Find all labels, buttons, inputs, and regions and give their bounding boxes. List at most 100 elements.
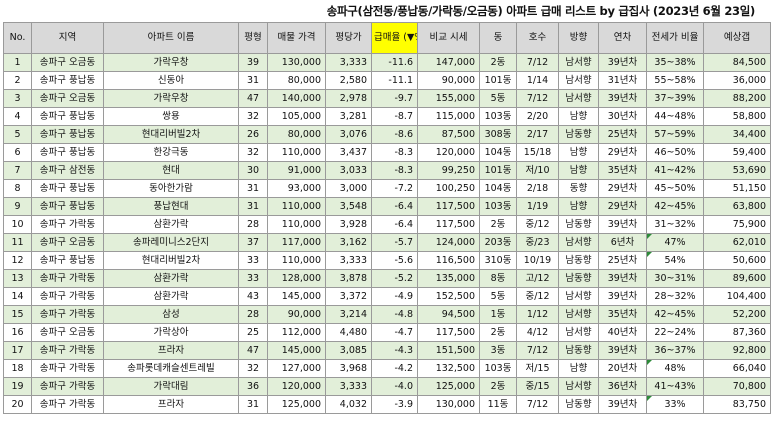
header-region: 지역	[31, 22, 104, 54]
header-direction: 방향	[558, 22, 599, 54]
cell-no: 20	[3, 395, 32, 414]
cell-apt-name: 신동아	[103, 71, 239, 90]
cell-expected-gap: 87,360	[703, 323, 771, 342]
cell-unit: 1/14	[516, 71, 559, 90]
cell-price-per-pyeong: 3,281	[325, 107, 372, 126]
table-row: 15 송파구 가락동 삼성 28 90,000 3,214 -4.8 94,500 1동 1/12…	[3, 305, 771, 324]
cell-building: 103동	[479, 359, 517, 378]
header-price: 매물 가격	[267, 22, 326, 54]
cell-unit: 저/10	[516, 161, 559, 180]
cell-discount-rate: -5.6	[371, 251, 418, 270]
cell-apt-name: 쌍용	[103, 107, 239, 126]
cell-price: 90,000	[267, 305, 326, 324]
table-row: 19 송파구 가락동 가락대림 36 120,000 3,333 -4.0 125,000 2동…	[3, 377, 771, 396]
table-row: 5 송파구 풍납동 현대리버빌2차 26 80,000 3,076 -8.6 87,500 30…	[3, 125, 771, 144]
cell-unit: 15/18	[516, 143, 559, 162]
cell-price-per-pyeong: 3,162	[325, 233, 372, 252]
cell-jeonse-ratio: 47%	[646, 233, 704, 252]
cell-apt-name: 삼환가락	[103, 269, 239, 288]
cell-compare-price: 120,000	[417, 143, 480, 162]
cell-building: 8동	[479, 269, 517, 288]
cell-jeonse-ratio: 33%	[646, 395, 704, 414]
cell-expected-gap: 88,200	[703, 89, 771, 108]
cell-price: 80,000	[267, 71, 326, 90]
cell-expected-gap: 62,010	[703, 233, 771, 252]
cell-apt-name: 현대	[103, 161, 239, 180]
cell-pyeong: 37	[238, 233, 268, 252]
cell-jeonse-ratio: 54%	[646, 251, 704, 270]
table-row: 6 송파구 풍납동 한강극동 32 110,000 3,437 -8.3 120,000 104…	[3, 143, 771, 162]
cell-apt-name: 송파레미니스2단지	[103, 233, 239, 252]
cell-unit: 2/20	[516, 107, 559, 126]
cell-compare-price: 117,500	[417, 323, 480, 342]
cell-unit: 10/19	[516, 251, 559, 270]
cell-no: 18	[3, 359, 32, 378]
cell-unit: 중/15	[516, 377, 559, 396]
cell-region: 송파구 오금동	[31, 53, 104, 72]
cell-apt-name: 삼환가락	[103, 287, 239, 306]
cell-jeonse-ratio: 42~45%	[646, 197, 704, 216]
cell-age: 6년차	[598, 233, 647, 252]
cell-pyeong: 31	[238, 179, 268, 198]
cell-jeonse-ratio: 41~42%	[646, 161, 704, 180]
cell-unit: 중/12	[516, 287, 559, 306]
cell-price-per-pyeong: 3,076	[325, 125, 372, 144]
cell-unit: 중/12	[516, 215, 559, 234]
cell-expected-gap: 83,750	[703, 395, 771, 414]
cell-region: 송파구 가락동	[31, 377, 104, 396]
cell-no: 14	[3, 287, 32, 306]
cell-apt-name: 풍납현대	[103, 197, 239, 216]
header-price-per-pyeong: 평당가	[325, 22, 372, 54]
cell-age: 29년차	[598, 179, 647, 198]
cell-direction: 남향	[558, 143, 599, 162]
cell-region: 송파구 풍납동	[31, 251, 104, 270]
cell-building: 3동	[479, 341, 517, 360]
cell-age: 35년차	[598, 161, 647, 180]
cell-compare-price: 100,250	[417, 179, 480, 198]
cell-unit: 7/12	[516, 89, 559, 108]
cell-region: 송파구 가락동	[31, 359, 104, 378]
cell-age: 31년차	[598, 71, 647, 90]
cell-building: 310동	[479, 251, 517, 270]
cell-apt-name: 프라자	[103, 395, 239, 414]
table-row: 1 송파구 오금동 가락우창 39 130,000 3,333 -11.6 147,000 2동…	[3, 53, 771, 72]
cell-pyeong: 43	[238, 287, 268, 306]
cell-building: 11동	[479, 395, 517, 414]
cell-unit: 7/12	[516, 341, 559, 360]
cell-unit: 4/12	[516, 323, 559, 342]
cell-region: 송파구 풍납동	[31, 107, 104, 126]
cell-compare-price: 124,000	[417, 233, 480, 252]
cell-compare-price: 94,500	[417, 305, 480, 324]
cell-direction: 남서향	[558, 305, 599, 324]
cell-age: 25년차	[598, 125, 647, 144]
cell-pyeong: 28	[238, 215, 268, 234]
cell-price: 110,000	[267, 251, 326, 270]
cell-no: 1	[3, 53, 32, 72]
cell-discount-rate: -6.4	[371, 215, 418, 234]
cell-discount-rate: -8.3	[371, 143, 418, 162]
cell-price-per-pyeong: 3,372	[325, 287, 372, 306]
cell-pyeong: 26	[238, 125, 268, 144]
page-title: 송파구(삼전동/풍납동/가락동/오금동) 아파트 급매 리스트 by 급집사 (…	[326, 4, 756, 18]
cell-unit: 2/17	[516, 125, 559, 144]
cell-expected-gap: 63,800	[703, 197, 771, 216]
cell-discount-rate: -4.0	[371, 377, 418, 396]
cell-age: 39년차	[598, 89, 647, 108]
cell-age: 39년차	[598, 395, 647, 414]
cell-unit: 고/12	[516, 269, 559, 288]
table-row: 12 송파구 풍납동 현대리버빌2차 33 110,000 3,333 -5.6 116,50…	[3, 251, 771, 270]
cell-jeonse-ratio: 35~38%	[646, 53, 704, 72]
cell-direction: 남동향	[558, 395, 599, 414]
cell-no: 9	[3, 197, 32, 216]
cell-direction: 남동향	[558, 269, 599, 288]
table-row: 16 송파구 오금동 가락상아 25 112,000 4,480 -4.7 117,500 2동…	[3, 323, 771, 342]
cell-no: 4	[3, 107, 32, 126]
cell-price: 128,000	[267, 269, 326, 288]
cell-no: 11	[3, 233, 32, 252]
cell-price-per-pyeong: 3,033	[325, 161, 372, 180]
cell-pyeong: 36	[238, 377, 268, 396]
table-row: 18 송파구 가락동 송파롯데캐슬센트레빌 32 127,000 3,968 -4.2 132…	[3, 359, 771, 378]
cell-price-per-pyeong: 3,333	[325, 377, 372, 396]
cell-age: 30년차	[598, 107, 647, 126]
